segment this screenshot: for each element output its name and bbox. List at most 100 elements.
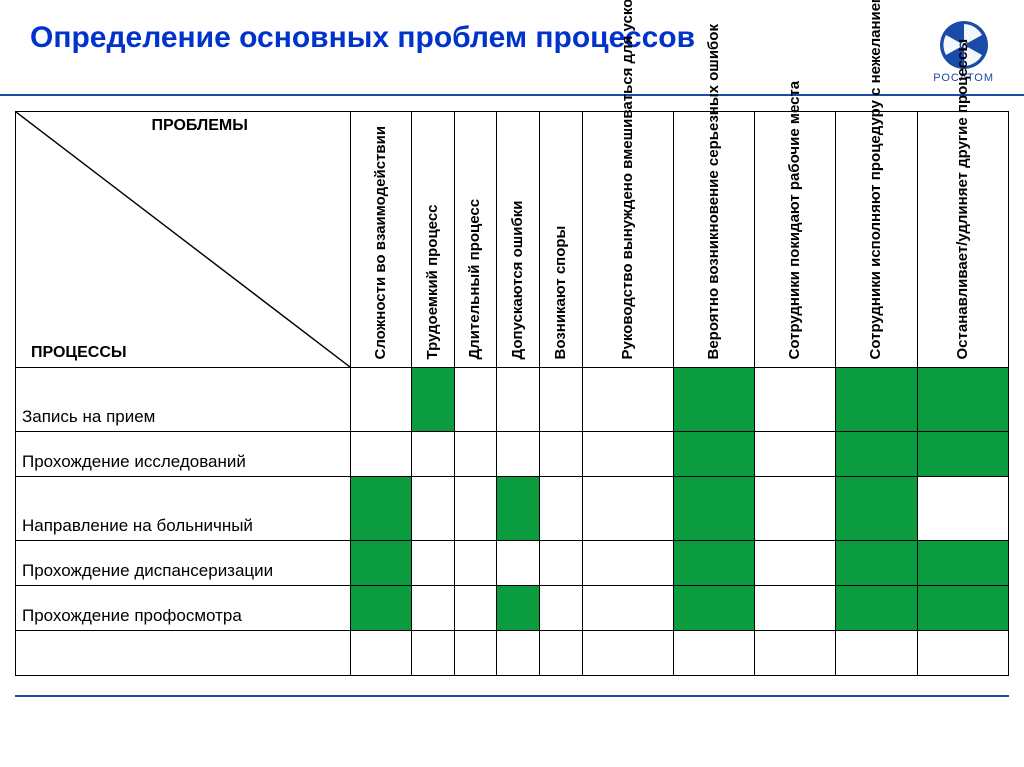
matrix-cell bbox=[755, 541, 836, 586]
matrix-cell bbox=[582, 432, 673, 477]
matrix-cell bbox=[454, 368, 497, 432]
matrix-cell bbox=[497, 368, 540, 432]
col-header-label: Вероятно возникновение серьезных ошибок bbox=[706, 24, 723, 359]
matrix-cell bbox=[454, 432, 497, 477]
matrix-cell bbox=[755, 586, 836, 631]
page-title: Определение основных проблем процессов bbox=[30, 20, 695, 56]
matrix-cell bbox=[755, 432, 836, 477]
diag-label-processes: ПРОЦЕССЫ bbox=[31, 344, 127, 362]
matrix-cell bbox=[539, 586, 582, 631]
matrix-cell bbox=[917, 432, 1008, 477]
matrix-cell bbox=[755, 477, 836, 541]
matrix-cell bbox=[917, 631, 1008, 676]
matrix-cell bbox=[351, 631, 412, 676]
row-label: Прохождение профосмотра bbox=[16, 586, 351, 631]
process-row: Запись на прием bbox=[16, 368, 1009, 432]
matrix-cell bbox=[673, 477, 754, 541]
row-label: Прохождение исследований bbox=[16, 432, 351, 477]
matrix-cell bbox=[836, 368, 917, 432]
matrix-cell bbox=[411, 432, 454, 477]
diag-label-problems: ПРОБЛЕМЫ bbox=[152, 117, 248, 135]
matrix-cell bbox=[917, 586, 1008, 631]
process-row: Прохождение профосмотра bbox=[16, 586, 1009, 631]
matrix-cell bbox=[539, 631, 582, 676]
matrix-cell bbox=[454, 541, 497, 586]
col-header-label: Руководство вынуждено вмешиваться для ус… bbox=[619, 0, 636, 359]
matrix-cell bbox=[411, 631, 454, 676]
matrix-cell bbox=[673, 368, 754, 432]
row-label: Направление на больничный bbox=[16, 477, 351, 541]
diagonal-header-cell: ПРОБЛЕМЫ ПРОЦЕССЫ bbox=[16, 112, 351, 368]
col-header-label: Сложности во взаимодействии bbox=[373, 125, 390, 359]
matrix-cell bbox=[836, 631, 917, 676]
matrix-cell bbox=[454, 586, 497, 631]
col-header-9: Останавливает/удлиняет другие процессы bbox=[917, 112, 1008, 368]
process-row: Прохождение исследований bbox=[16, 432, 1009, 477]
matrix-table-wrap: ПРОБЛЕМЫ ПРОЦЕССЫ Сложности во взаимодей… bbox=[0, 96, 1024, 676]
col-header-0: Сложности во взаимодействии bbox=[351, 112, 412, 368]
col-header-7: Сотрудники покидают рабочие места bbox=[755, 112, 836, 368]
matrix-cell bbox=[411, 541, 454, 586]
matrix-cell bbox=[351, 477, 412, 541]
col-header-8: Сотрудники исполняют процедуру с нежелан… bbox=[836, 112, 917, 368]
footer-divider bbox=[15, 695, 1009, 697]
matrix-cell bbox=[673, 586, 754, 631]
matrix-cell bbox=[351, 586, 412, 631]
matrix-cell bbox=[582, 368, 673, 432]
matrix-cell bbox=[673, 631, 754, 676]
matrix-cell bbox=[836, 541, 917, 586]
matrix-cell bbox=[582, 586, 673, 631]
process-row bbox=[16, 631, 1009, 676]
matrix-cell bbox=[582, 477, 673, 541]
matrix-cell bbox=[539, 432, 582, 477]
matrix-cell bbox=[539, 368, 582, 432]
matrix-cell bbox=[351, 368, 412, 432]
matrix-cell bbox=[411, 368, 454, 432]
col-header-label: Длительный процесс bbox=[467, 198, 484, 359]
matrix-cell bbox=[917, 368, 1008, 432]
matrix-cell bbox=[351, 432, 412, 477]
matrix-cell bbox=[497, 541, 540, 586]
row-label: Прохождение диспансеризации bbox=[16, 541, 351, 586]
matrix-body: Запись на приемПрохождение исследованийН… bbox=[16, 368, 1009, 676]
col-header-2: Длительный процесс bbox=[454, 112, 497, 368]
matrix-cell bbox=[836, 586, 917, 631]
matrix-cell bbox=[673, 432, 754, 477]
matrix-cell bbox=[351, 541, 412, 586]
col-header-3: Допускаются ошибки bbox=[497, 112, 540, 368]
col-header-label: Трудоемкий процесс bbox=[425, 204, 442, 359]
process-row: Прохождение диспансеризации bbox=[16, 541, 1009, 586]
matrix-cell bbox=[539, 541, 582, 586]
col-header-6: Вероятно возникновение серьезных ошибок bbox=[673, 112, 754, 368]
matrix-cell bbox=[411, 477, 454, 541]
matrix-cell bbox=[497, 432, 540, 477]
col-header-5: Руководство вынуждено вмешиваться для ус… bbox=[582, 112, 673, 368]
matrix-cell bbox=[454, 631, 497, 676]
col-header-1: Трудоемкий процесс bbox=[411, 112, 454, 368]
row-label: Запись на прием bbox=[16, 368, 351, 432]
matrix-cell bbox=[497, 631, 540, 676]
process-row: Направление на больничный bbox=[16, 477, 1009, 541]
matrix-cell bbox=[755, 631, 836, 676]
col-header-label: Останавливает/удлиняет другие процессы bbox=[955, 38, 972, 359]
col-header-4: Возникают споры bbox=[539, 112, 582, 368]
matrix-cell bbox=[497, 586, 540, 631]
matrix-header-row: ПРОБЛЕМЫ ПРОЦЕССЫ Сложности во взаимодей… bbox=[16, 112, 1009, 368]
col-header-label: Возникают споры bbox=[552, 225, 569, 359]
matrix-cell bbox=[582, 541, 673, 586]
matrix-cell bbox=[836, 477, 917, 541]
matrix-cell bbox=[917, 477, 1008, 541]
col-header-label: Сотрудники исполняют процедуру с нежелан… bbox=[868, 0, 885, 359]
col-header-label: Допускаются ошибки bbox=[510, 200, 527, 359]
matrix-cell bbox=[539, 477, 582, 541]
matrix-cell bbox=[836, 432, 917, 477]
matrix-cell bbox=[673, 541, 754, 586]
row-label bbox=[16, 631, 351, 676]
problems-processes-matrix: ПРОБЛЕМЫ ПРОЦЕССЫ Сложности во взаимодей… bbox=[15, 111, 1009, 676]
col-header-label: Сотрудники покидают рабочие места bbox=[787, 80, 804, 359]
matrix-cell bbox=[582, 631, 673, 676]
matrix-cell bbox=[917, 541, 1008, 586]
matrix-cell bbox=[755, 368, 836, 432]
matrix-cell bbox=[454, 477, 497, 541]
matrix-cell bbox=[411, 586, 454, 631]
